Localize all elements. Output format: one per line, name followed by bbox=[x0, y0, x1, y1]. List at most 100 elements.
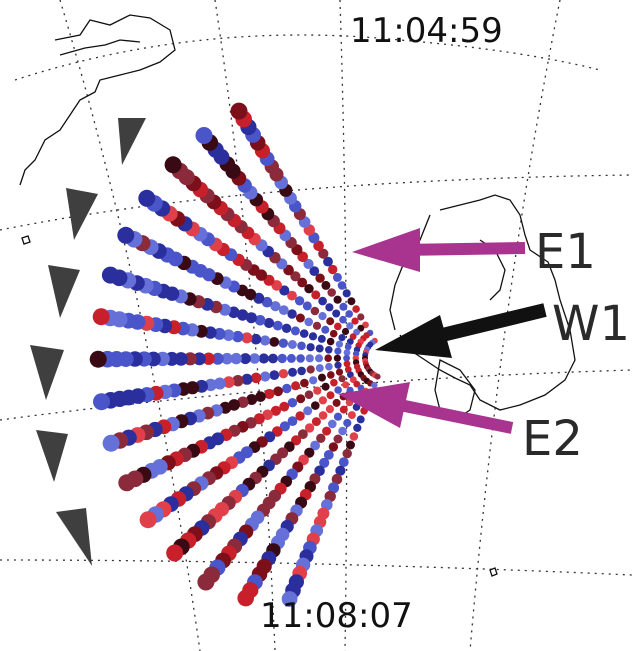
radar-dot bbox=[332, 272, 342, 282]
radar-dot bbox=[333, 434, 343, 444]
radar-dot bbox=[319, 457, 330, 468]
radar-dot bbox=[211, 352, 224, 365]
radar-dot bbox=[250, 372, 262, 384]
radar-dot bbox=[334, 347, 342, 355]
svalbard-coast-west bbox=[389, 214, 431, 331]
radar-dot bbox=[356, 415, 365, 424]
radar-dot bbox=[304, 423, 315, 433]
grid-line bbox=[0, 559, 632, 576]
radar-dot bbox=[222, 329, 235, 342]
radar-dot bbox=[316, 433, 326, 443]
radar-dot bbox=[321, 325, 330, 334]
radar-dot bbox=[323, 256, 333, 267]
radar-dot bbox=[304, 390, 314, 400]
radar-fan bbox=[89, 102, 381, 607]
radar-dot bbox=[326, 317, 335, 326]
radar-dot bbox=[246, 394, 258, 405]
grid-line bbox=[14, 34, 601, 81]
radar-dot bbox=[335, 368, 344, 376]
radar-dot bbox=[318, 248, 329, 259]
radar-dot bbox=[338, 375, 346, 383]
arrow-e2-head bbox=[338, 382, 410, 428]
radar-dot bbox=[287, 398, 298, 408]
radar-dot bbox=[288, 367, 297, 377]
grid-line bbox=[0, 174, 632, 231]
radar-dot bbox=[329, 329, 338, 338]
triangle-marker bbox=[36, 430, 68, 482]
radar-dot bbox=[318, 411, 328, 420]
radar-dot bbox=[342, 289, 351, 298]
radar-dot bbox=[313, 240, 324, 252]
radar-dot bbox=[315, 364, 324, 373]
radar-dot bbox=[317, 334, 326, 343]
radar-dot bbox=[346, 322, 354, 330]
radar-dot bbox=[291, 435, 302, 446]
radar-dot bbox=[326, 391, 335, 400]
radar-dot bbox=[309, 266, 320, 276]
radar-dot bbox=[318, 373, 326, 382]
radar-dot bbox=[306, 343, 315, 352]
arrow-w1-head bbox=[375, 315, 452, 358]
radar-dot bbox=[296, 354, 305, 363]
radar-dot bbox=[281, 591, 298, 607]
radar-dot bbox=[338, 457, 349, 467]
radar-dot bbox=[330, 378, 338, 387]
radar-dot bbox=[323, 450, 334, 460]
radar-dot bbox=[89, 350, 107, 368]
radar-dot bbox=[321, 382, 330, 391]
radar-dot bbox=[139, 511, 157, 529]
radar-dot bbox=[272, 426, 283, 437]
radar-dot bbox=[270, 405, 281, 416]
radar-dot bbox=[334, 361, 342, 369]
radar-dot bbox=[342, 448, 352, 459]
radar-dot bbox=[290, 271, 301, 282]
svalbard-coast bbox=[399, 194, 576, 411]
radar-dot bbox=[223, 376, 235, 388]
radar-dot bbox=[303, 406, 313, 416]
radar-dot bbox=[346, 338, 354, 345]
radar-dot bbox=[310, 306, 320, 316]
radar-dot bbox=[339, 315, 347, 324]
radar-dot bbox=[347, 371, 354, 379]
radar-dot bbox=[344, 366, 352, 373]
radar-dot bbox=[325, 346, 333, 354]
radar-dot bbox=[321, 280, 331, 290]
radar-dot bbox=[294, 296, 305, 306]
arrow-label-e2: E2 bbox=[522, 411, 583, 467]
radar-dot bbox=[343, 360, 351, 368]
arrow-w1 bbox=[375, 303, 547, 358]
radar-dot bbox=[328, 419, 337, 429]
radar-dot bbox=[311, 290, 321, 300]
triangle-marker bbox=[66, 188, 98, 240]
radar-dot bbox=[327, 288, 337, 297]
radar-dot bbox=[312, 321, 322, 330]
radar-dot bbox=[263, 317, 275, 329]
radar-dot bbox=[297, 277, 308, 288]
radar-dot bbox=[232, 330, 244, 343]
radar-dot bbox=[282, 383, 292, 394]
radar-dot bbox=[343, 418, 352, 428]
radar-dot bbox=[344, 343, 352, 351]
radar-dot bbox=[166, 544, 184, 562]
radar-dot bbox=[271, 280, 283, 291]
radar-dot bbox=[326, 337, 335, 346]
radar-dot bbox=[347, 297, 356, 306]
triangle-markers bbox=[30, 118, 146, 566]
radar-dot bbox=[299, 329, 309, 338]
radar-dot bbox=[262, 409, 273, 421]
radar-dot bbox=[315, 344, 324, 353]
radar-dot bbox=[230, 102, 248, 120]
radar-dot bbox=[338, 334, 346, 342]
radar-dot bbox=[374, 373, 381, 380]
radar-dot bbox=[279, 285, 290, 296]
radar-dot bbox=[335, 340, 343, 348]
radar-dot bbox=[197, 573, 215, 591]
radar-dot bbox=[371, 381, 378, 389]
radar-dot bbox=[264, 388, 275, 400]
radar-dot bbox=[260, 371, 271, 382]
arrow-label-w1: W1 bbox=[552, 296, 630, 352]
radar-dot bbox=[351, 317, 359, 325]
radar-dot bbox=[241, 332, 253, 344]
radar-dot bbox=[347, 411, 356, 420]
radar-dot bbox=[362, 321, 369, 329]
